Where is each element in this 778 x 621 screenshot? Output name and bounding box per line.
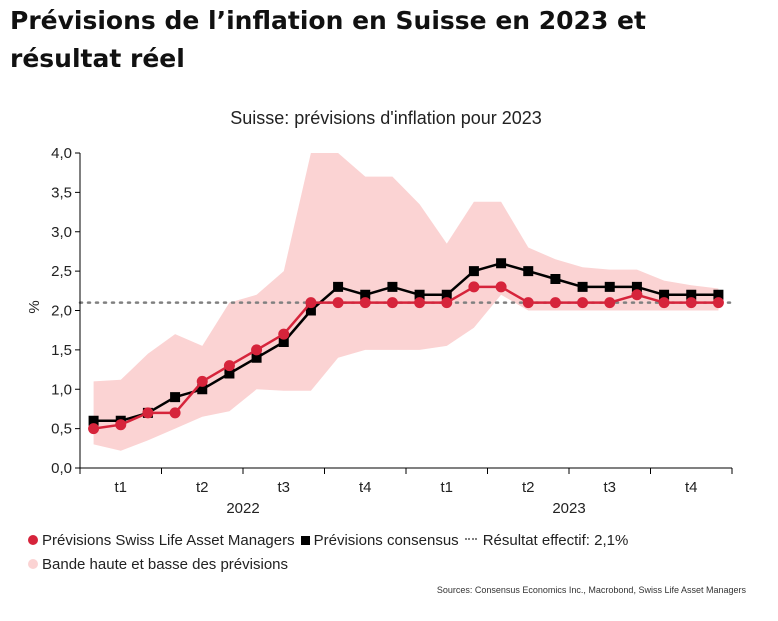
- legend-label-actual: Résultat effectif: 2,1%: [482, 531, 629, 549]
- pink-band-swatch-icon: [28, 559, 38, 569]
- point-swiss-life: [685, 297, 697, 309]
- y-tick-label: 3,0: [51, 224, 72, 241]
- y-tick-label: 0,5: [51, 421, 72, 438]
- legend-item-consensus: Prévisions consensus: [300, 531, 459, 549]
- y-tick-label: 1,5: [51, 342, 72, 359]
- point-consensus: [360, 289, 371, 300]
- point-swiss-life: [196, 375, 208, 387]
- y-axis-label: %: [26, 300, 43, 313]
- x-year-label: 2023: [552, 500, 585, 517]
- page-title: Prévisions de l’inflation en Suisse en 2…: [10, 6, 646, 73]
- point-consensus: [659, 289, 670, 300]
- source-note: Sources: Consensus Economics Inc., Macro…: [436, 585, 746, 595]
- legend-label-band: Bande haute et basse des prévisions: [42, 555, 288, 573]
- legend-label-consensus: Prévisions consensus: [313, 531, 459, 549]
- red-circle-marker-icon: [28, 535, 38, 545]
- y-tick-label: 2,5: [51, 263, 72, 280]
- point-consensus: [468, 266, 479, 277]
- x-year-label: 2022: [226, 500, 259, 517]
- point-swiss-life: [604, 297, 616, 309]
- point-swiss-life: [169, 407, 181, 419]
- point-swiss-life: [658, 297, 670, 309]
- point-swiss-life: [549, 297, 561, 309]
- legend-row-1: Prévisions Swiss Life Asset Managers Pré…: [28, 528, 768, 552]
- black-square-marker-icon: [300, 535, 310, 545]
- point-consensus: [713, 289, 724, 300]
- y-tick-label: 1,0: [51, 381, 72, 398]
- chart-title: Suisse: prévisions d'inflation pour 2023: [230, 108, 542, 128]
- y-tick-label: 0,0: [51, 460, 72, 477]
- point-swiss-life: [359, 297, 371, 309]
- point-consensus: [604, 281, 615, 292]
- point-consensus: [441, 289, 452, 300]
- point-swiss-life: [631, 289, 643, 301]
- point-swiss-life: [332, 297, 344, 309]
- x-tick-label: t2: [196, 479, 209, 496]
- point-consensus: [496, 258, 507, 269]
- point-consensus: [224, 368, 235, 379]
- legend-item-band: Bande haute et basse des prévisions: [28, 556, 288, 573]
- point-swiss-life: [577, 297, 589, 309]
- x-tick-label: t2: [522, 479, 535, 496]
- point-swiss-life: [386, 297, 398, 309]
- point-consensus: [170, 392, 181, 403]
- legend-item-actual: Résultat effectif: 2,1%: [464, 531, 629, 549]
- point-consensus: [523, 266, 534, 277]
- dotted-line-icon: [464, 538, 477, 542]
- point-swiss-life: [522, 297, 534, 309]
- point-consensus: [197, 384, 208, 395]
- point-swiss-life: [278, 328, 290, 340]
- point-consensus: [387, 281, 398, 292]
- legend-label-swiss-life: Prévisions Swiss Life Asset Managers: [42, 531, 295, 549]
- y-tick-label: 3,5: [51, 184, 72, 201]
- point-swiss-life: [251, 344, 263, 356]
- y-tick-label: 2,0: [51, 303, 72, 320]
- point-consensus: [686, 289, 697, 300]
- point-swiss-life: [468, 281, 480, 293]
- point-swiss-life: [88, 423, 100, 435]
- x-tick-label: t4: [359, 479, 372, 496]
- chart-legend: Prévisions Swiss Life Asset Managers Pré…: [28, 528, 768, 576]
- point-consensus: [550, 274, 561, 284]
- point-swiss-life: [441, 297, 453, 309]
- axis-layer: 0,0 0,5 1,0 1,5 2,0 2,5 3,0 3,5 4,0 t1 t2 t3 t4 t1 t2 t…: [51, 145, 733, 517]
- point-swiss-life: [414, 297, 426, 309]
- point-consensus: [251, 352, 262, 363]
- point-swiss-life: [495, 281, 507, 293]
- point-consensus: [631, 281, 642, 292]
- point-swiss-life: [142, 407, 154, 419]
- x-tick-label: t4: [685, 479, 698, 496]
- x-tick-label: t3: [277, 479, 290, 496]
- x-tick-label: t1: [440, 479, 453, 496]
- point-consensus: [333, 281, 344, 292]
- point-swiss-life: [305, 297, 317, 309]
- x-tick-label: t3: [603, 479, 616, 496]
- legend-item-swiss-life: Prévisions Swiss Life Asset Managers: [28, 532, 295, 549]
- point-consensus: [88, 415, 99, 426]
- y-tick-label: 4,0: [51, 145, 72, 162]
- point-swiss-life: [712, 297, 724, 309]
- point-consensus: [278, 337, 289, 347]
- point-consensus: [577, 281, 588, 292]
- series-layer: [88, 258, 724, 435]
- point-consensus: [414, 289, 425, 300]
- point-swiss-life: [115, 419, 127, 431]
- x-tick-label: t1: [114, 479, 127, 496]
- point-consensus: [305, 305, 316, 316]
- legend-row-2: Bande haute et basse des prévisions: [28, 552, 768, 576]
- point-swiss-life: [223, 360, 235, 372]
